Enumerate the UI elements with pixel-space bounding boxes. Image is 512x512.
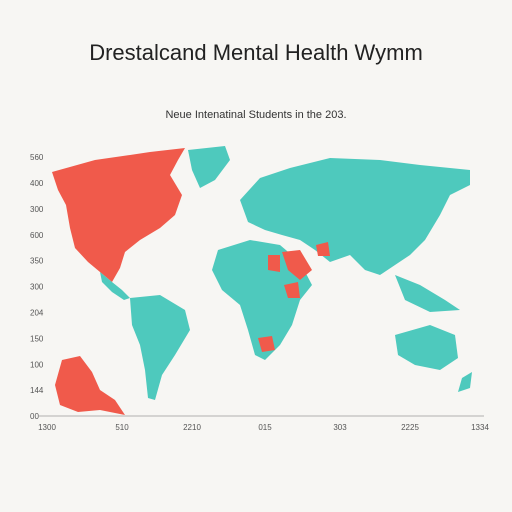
y-label: 300: [30, 283, 44, 292]
y-label: 00: [30, 412, 39, 421]
region-south-africa: [258, 336, 275, 352]
southeast-asia: [395, 275, 460, 312]
region-africa-north: [268, 255, 280, 272]
y-label: 100: [30, 360, 44, 369]
x-label: 510: [115, 423, 129, 432]
x-label: 303: [333, 423, 347, 432]
y-label: 400: [30, 179, 44, 188]
x-label: 015: [258, 423, 272, 432]
y-label: 600: [30, 231, 44, 240]
y-label: 204: [30, 309, 44, 318]
title: Drestalcand Mental Health Wymm: [89, 40, 423, 65]
region-arabia: [282, 250, 312, 280]
north-america: [52, 148, 185, 282]
south-america: [130, 295, 190, 400]
x-label: 2210: [183, 423, 201, 432]
x-label: 2225: [401, 423, 419, 432]
europe-asia: [240, 158, 470, 275]
y-label: 300: [30, 205, 44, 214]
region-asia: [316, 242, 330, 256]
region-horn: [284, 282, 300, 298]
y-axis: 560 400 300 600 350 300 204 150 100 144 00: [30, 153, 44, 421]
greenland: [188, 146, 230, 188]
australia: [395, 325, 458, 370]
new-zealand: [458, 372, 472, 392]
x-axis: 1300 510 2210 015 303 2225 1334: [38, 423, 489, 432]
world-map: [52, 146, 472, 415]
x-label: 1300: [38, 423, 56, 432]
y-label: 150: [30, 334, 44, 343]
alaska-inset: [55, 356, 125, 415]
y-label: 560: [30, 153, 44, 162]
central-america: [100, 272, 130, 300]
africa: [212, 240, 312, 360]
y-label: 350: [30, 257, 44, 266]
subtitle: Neue Intenatinal Students in the 203.: [165, 109, 346, 121]
y-label: 144: [30, 386, 44, 395]
x-label: 1334: [471, 423, 489, 432]
